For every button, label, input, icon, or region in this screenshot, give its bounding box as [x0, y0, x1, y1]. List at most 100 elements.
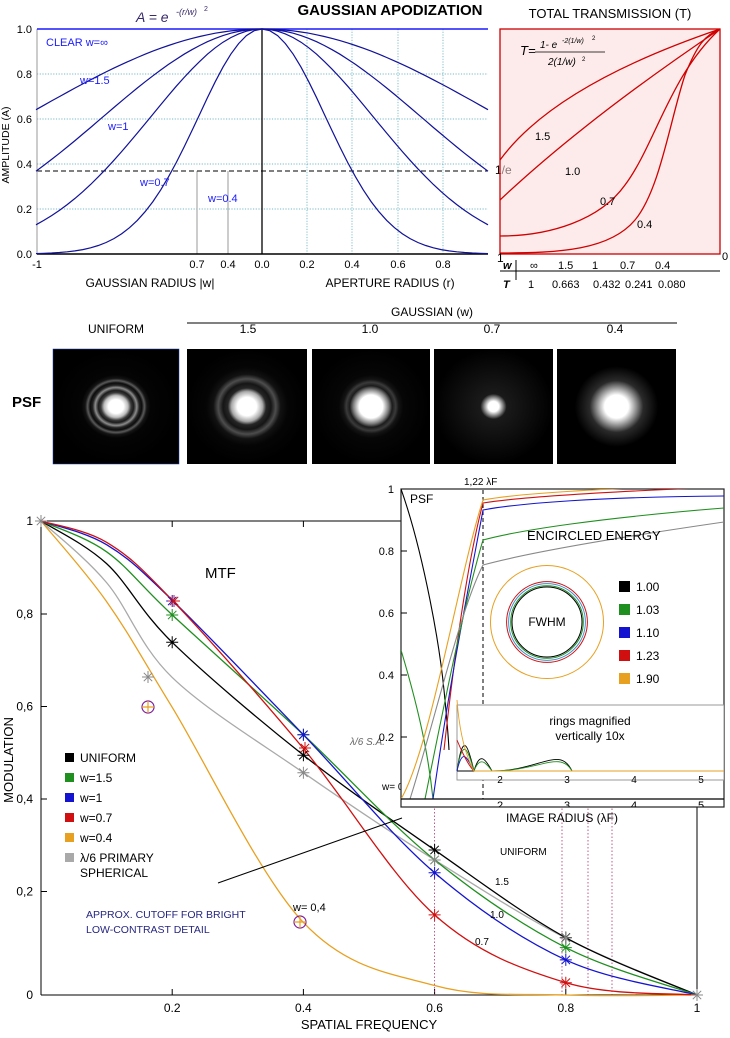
- svg-text:1.0: 1.0: [17, 24, 32, 36]
- svg-text:MTF: MTF: [205, 565, 236, 582]
- svg-text:1.90: 1.90: [636, 672, 660, 686]
- svg-text:UNIFORM: UNIFORM: [88, 322, 144, 336]
- svg-text:ENCIRCLED ENERGY: ENCIRCLED ENERGY: [527, 528, 661, 543]
- svg-text:0.8: 0.8: [17, 69, 32, 81]
- svg-text:4: 4: [631, 775, 637, 786]
- svg-text:1.5: 1.5: [240, 322, 257, 336]
- svg-text:T=: T=: [520, 43, 536, 58]
- svg-text:w=0.4: w=0.4: [207, 193, 238, 205]
- svg-text:0.8: 0.8: [379, 546, 394, 558]
- svg-text:0.7: 0.7: [484, 322, 501, 336]
- svg-text:0,8: 0,8: [16, 607, 33, 621]
- svg-text:MODULATION: MODULATION: [1, 717, 16, 803]
- svg-text:0.241: 0.241: [625, 279, 653, 291]
- svg-text:0.080: 0.080: [658, 279, 686, 291]
- svg-text:0.6: 0.6: [17, 114, 32, 126]
- svg-text:w=1: w=1: [79, 791, 103, 805]
- svg-text:0,6: 0,6: [16, 700, 33, 714]
- svg-text:0.2: 0.2: [379, 732, 394, 744]
- svg-text:w=1.5: w=1.5: [79, 75, 110, 87]
- svg-text:1: 1: [26, 514, 33, 528]
- svg-text:0.7: 0.7: [189, 259, 204, 271]
- svg-text:APPROX. CUTOFF FOR BRIGHT: APPROX. CUTOFF FOR BRIGHT: [86, 909, 246, 921]
- svg-text:2: 2: [204, 6, 208, 13]
- svg-text:PSF: PSF: [12, 394, 41, 411]
- svg-text:-2(1/w): -2(1/w): [562, 38, 584, 45]
- svg-text:w=0.7: w=0.7: [79, 811, 113, 825]
- svg-text:w=0.7: w=0.7: [139, 177, 170, 189]
- svg-text:AMPLITUDE (A): AMPLITUDE (A): [0, 106, 12, 183]
- svg-text:1.0: 1.0: [490, 910, 504, 921]
- svg-text:-1: -1: [32, 259, 42, 271]
- svg-text:0,4: 0,4: [16, 792, 33, 806]
- svg-text:GAUSSIAN (w): GAUSSIAN (w): [391, 305, 473, 319]
- svg-text:1: 1: [694, 1001, 701, 1015]
- svg-text:FWHM: FWHM: [528, 615, 565, 629]
- svg-text:0.4: 0.4: [220, 259, 235, 271]
- svg-text:1.0: 1.0: [362, 322, 379, 336]
- svg-text:0.4: 0.4: [17, 159, 32, 171]
- svg-text:0.4: 0.4: [344, 259, 359, 271]
- svg-text:1.10: 1.10: [636, 626, 660, 640]
- svg-text:1.23: 1.23: [636, 649, 660, 663]
- svg-text:TOTAL TRANSMISSION (T): TOTAL TRANSMISSION (T): [529, 6, 692, 21]
- svg-text:LOW-CONTRAST DETAIL: LOW-CONTRAST DETAIL: [86, 924, 210, 936]
- svg-text:0.2: 0.2: [17, 204, 32, 216]
- svg-text:SPATIAL FREQUENCY: SPATIAL FREQUENCY: [301, 1017, 438, 1032]
- svg-text:rings magnified: rings magnified: [549, 714, 630, 728]
- svg-text:UNIFORM: UNIFORM: [500, 847, 547, 858]
- svg-text:0.7: 0.7: [475, 937, 489, 948]
- svg-text:3: 3: [564, 775, 570, 786]
- svg-text:0: 0: [26, 988, 33, 1002]
- svg-text:0.663: 0.663: [552, 279, 580, 291]
- svg-text:0.0: 0.0: [254, 259, 269, 271]
- svg-text:IMAGE RADIUS (λF): IMAGE RADIUS (λF): [506, 811, 618, 825]
- svg-text:CLEAR w=∞: CLEAR w=∞: [46, 37, 108, 49]
- svg-text:1.5: 1.5: [535, 131, 550, 143]
- svg-text:w=0.4: w=0.4: [79, 831, 113, 845]
- svg-text:0,2: 0,2: [16, 885, 33, 899]
- svg-text:vertically 10x: vertically 10x: [555, 729, 624, 743]
- svg-text:-(r/w): -(r/w): [176, 7, 197, 17]
- svg-text:1.0: 1.0: [565, 166, 580, 178]
- svg-text:0.8: 0.8: [435, 259, 450, 271]
- svg-text:0.4: 0.4: [607, 322, 624, 336]
- svg-text:1.5: 1.5: [495, 877, 509, 888]
- svg-text:0.0: 0.0: [17, 249, 32, 261]
- svg-text:0.4: 0.4: [637, 219, 652, 231]
- svg-text:0.6: 0.6: [426, 1001, 443, 1015]
- svg-text:0.2: 0.2: [164, 1001, 181, 1015]
- svg-text:1- e: 1- e: [540, 40, 558, 51]
- svg-text:λ/6 PRIMARY: λ/6 PRIMARY: [80, 851, 154, 865]
- svg-text:1.5: 1.5: [558, 260, 573, 272]
- svg-text:GAUSSIAN RADIUS |w|: GAUSSIAN RADIUS |w|: [86, 276, 215, 290]
- svg-text:SPHERICAL: SPHERICAL: [80, 866, 148, 880]
- svg-text:1.00: 1.00: [636, 580, 660, 594]
- svg-text:5: 5: [698, 775, 704, 786]
- svg-text:A = e: A = e: [135, 9, 169, 25]
- svg-text:2: 2: [497, 775, 503, 786]
- svg-text:1,22 λF: 1,22 λF: [464, 477, 497, 488]
- svg-text:0.4: 0.4: [379, 670, 394, 682]
- svg-text:w= 0,4: w= 0,4: [292, 902, 326, 914]
- svg-text:∞: ∞: [530, 260, 538, 272]
- svg-text:0.7: 0.7: [620, 260, 635, 272]
- svg-text:1: 1: [592, 260, 598, 272]
- svg-text:2(1/w): 2(1/w): [547, 57, 576, 68]
- svg-text:w=1.5: w=1.5: [79, 771, 113, 785]
- svg-text:GAUSSIAN APODIZATION: GAUSSIAN APODIZATION: [297, 2, 482, 19]
- svg-text:0.2: 0.2: [299, 259, 314, 271]
- svg-text:0.432: 0.432: [593, 279, 621, 291]
- svg-text:APERTURE RADIUS (r): APERTURE RADIUS (r): [325, 276, 454, 290]
- svg-text:0.4: 0.4: [295, 1001, 312, 1015]
- svg-text:0.6: 0.6: [379, 608, 394, 620]
- svg-text:w=1: w=1: [107, 121, 129, 133]
- svg-text:0.6: 0.6: [390, 259, 405, 271]
- svg-text:0: 0: [722, 251, 728, 263]
- svg-text:w: w: [503, 260, 513, 272]
- svg-text:1: 1: [528, 279, 534, 291]
- svg-text:1.03: 1.03: [636, 603, 660, 617]
- svg-text:UNIFORM: UNIFORM: [80, 751, 136, 765]
- svg-text:0.4: 0.4: [655, 260, 670, 272]
- svg-text:0.8: 0.8: [557, 1001, 574, 1015]
